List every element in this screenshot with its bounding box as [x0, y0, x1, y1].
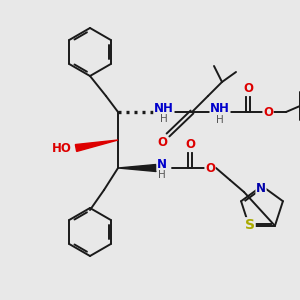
Text: S: S — [245, 218, 255, 232]
Polygon shape — [75, 140, 118, 152]
Text: N: N — [157, 158, 167, 170]
Text: NH: NH — [154, 101, 174, 115]
Text: O: O — [243, 82, 253, 95]
Text: NH: NH — [210, 103, 230, 116]
Text: O: O — [263, 106, 273, 118]
Text: HO: HO — [52, 142, 72, 154]
Text: O: O — [185, 139, 195, 152]
Text: H: H — [216, 115, 224, 125]
Text: O: O — [157, 136, 167, 148]
Polygon shape — [118, 164, 156, 172]
Text: H: H — [158, 170, 166, 180]
Text: N: N — [256, 182, 266, 194]
Text: H: H — [160, 114, 168, 124]
Text: O: O — [205, 161, 215, 175]
